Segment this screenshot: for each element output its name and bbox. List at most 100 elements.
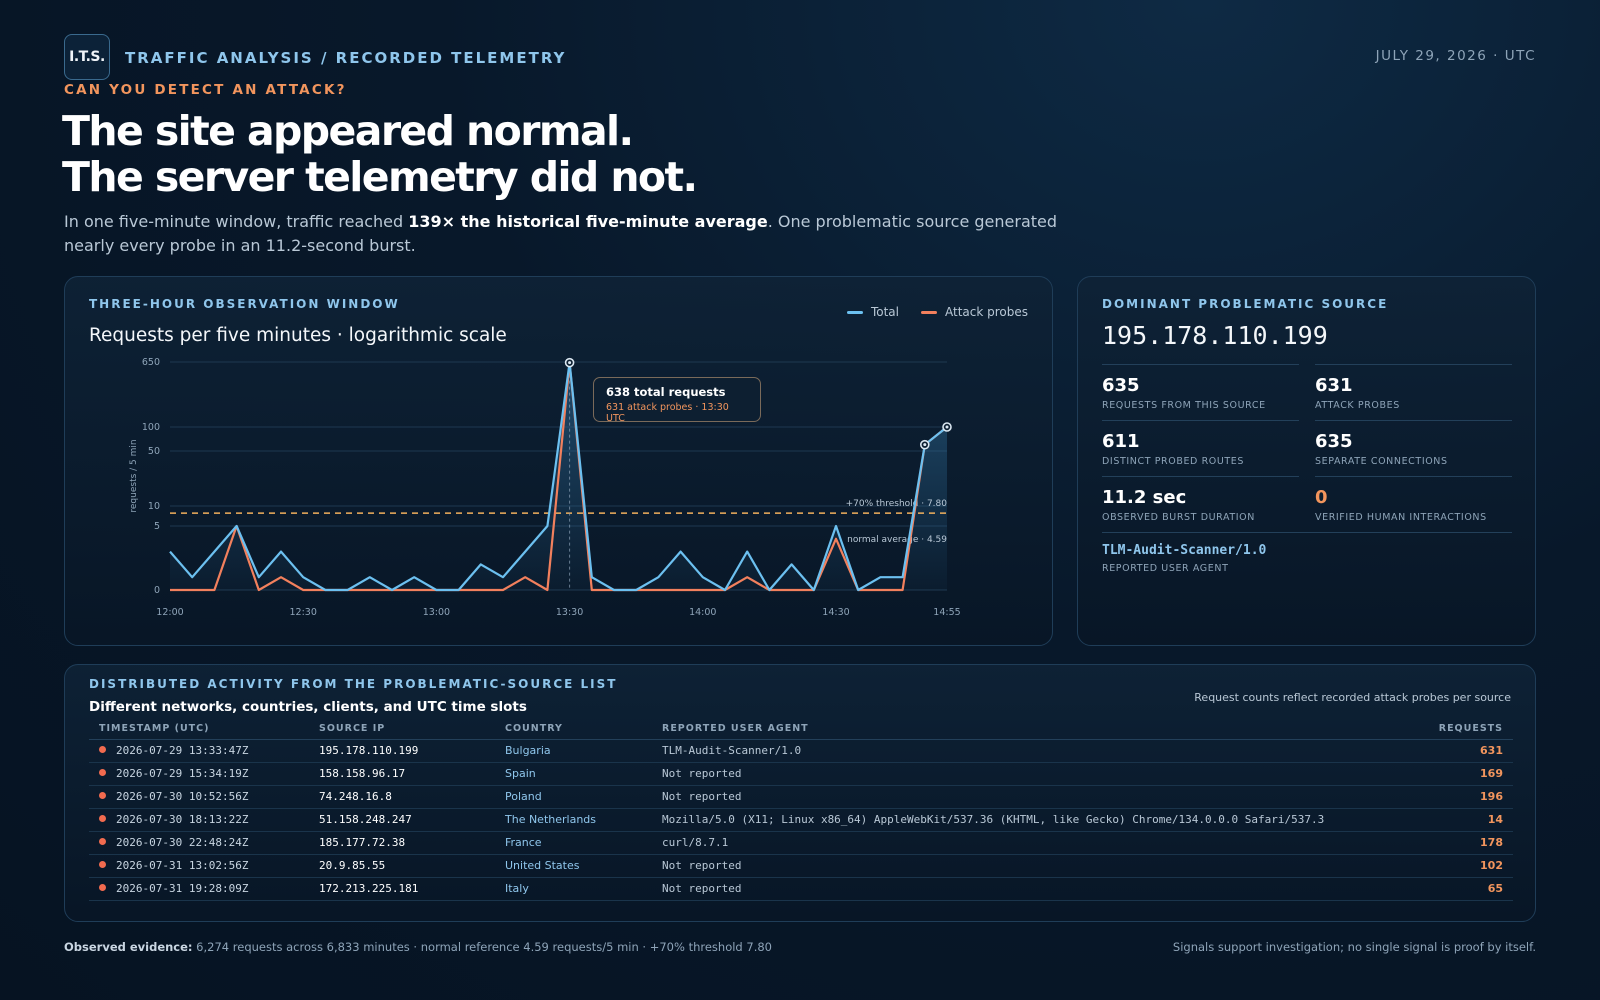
- legend-attack: Attack probes: [920, 305, 1028, 319]
- timestamp-text: 2026-07-29 15:34:19Z: [116, 767, 249, 780]
- cell-country: Bulgaria: [495, 739, 652, 763]
- cell-user-agent: Not reported: [652, 785, 1429, 809]
- cell-requests: 178: [1428, 831, 1513, 855]
- stat-label: OBSERVED BURST DURATION: [1102, 512, 1255, 523]
- cell-source-ip: 185.177.72.38: [309, 831, 495, 855]
- cell-user-agent: Not reported: [652, 877, 1429, 901]
- y-tick-label: 10: [148, 501, 160, 512]
- x-tick-label: 14:00: [689, 607, 716, 618]
- cell-requests: 102: [1428, 854, 1513, 878]
- cell-user-agent: Mozilla/5.0 (X11; Linux x86_64) AppleWeb…: [652, 808, 1429, 832]
- stat-label: SEPARATE CONNECTIONS: [1315, 456, 1448, 467]
- stat-human-interactions: 0 VERIFIED HUMAN INTERACTIONS: [1315, 476, 1512, 532]
- x-tick-label: 13:30: [556, 607, 583, 618]
- table-row: 2026-07-31 19:28:09Z 172.213.225.181 Italy…: [89, 877, 1513, 901]
- stat-routes: 611 DISTINCT PROBED ROUTES: [1102, 420, 1299, 476]
- cell-requests: 169: [1428, 762, 1513, 786]
- timestamp-text: 2026-07-30 22:48:24Z: [116, 836, 249, 849]
- table-row: 2026-07-29 13:33:47Z 195.178.110.199 Bulga…: [89, 739, 1513, 763]
- activity-title: Different networks, countries, clients, …: [89, 699, 527, 715]
- cell-requests: 196: [1428, 785, 1513, 809]
- source-panel: DOMINANT PROBLEMATIC SOURCE 195.178.110.…: [1077, 276, 1536, 646]
- status-dot: [99, 792, 106, 799]
- cell-source-ip: 74.248.16.8: [309, 785, 495, 809]
- traffic-chart: 0 5 10 50 100 650 requests / 5 min 12:00 12:30 13…: [129, 357, 961, 618]
- chart-panel: THREE-HOUR OBSERVATION WINDOW Requests p…: [64, 276, 1053, 646]
- timestamp-text: 2026-07-31 13:02:56Z: [116, 859, 249, 872]
- stat-value: 635: [1102, 375, 1140, 396]
- average-label: normal average · 4.59: [847, 535, 947, 545]
- chart-title: Requests per five minutes · logarithmic …: [89, 325, 507, 346]
- highlight-point-core: [945, 425, 949, 429]
- stat-label: VERIFIED HUMAN INTERACTIONS: [1315, 512, 1487, 523]
- table-row: 2026-07-30 22:48:24Z 185.177.72.38 France c…: [89, 831, 1513, 855]
- y-tick-label: 5: [154, 521, 160, 532]
- stat-label: ATTACK PROBES: [1315, 400, 1400, 411]
- activity-note: Request counts reflect recorded attack p…: [1194, 691, 1511, 704]
- threshold-label: +70% threshold · 7.80: [846, 499, 948, 509]
- legend-total: Total: [846, 305, 899, 319]
- col-source-ip: SOURCE IP: [309, 719, 495, 740]
- y-tick-label: 100: [142, 422, 160, 433]
- x-tick-label: 12:00: [156, 607, 183, 618]
- stat-value: 0: [1315, 487, 1328, 508]
- timestamp-text: 2026-07-30 10:52:56Z: [116, 790, 249, 803]
- status-dot: [99, 861, 106, 868]
- stat-attack-probes: 631 ATTACK PROBES: [1315, 364, 1512, 420]
- activity-panel-label: DISTRIBUTED ACTIVITY FROM THE PROBLEMATI…: [89, 677, 618, 691]
- stat-label: DISTINCT PROBED ROUTES: [1102, 456, 1245, 467]
- legend-attack-swatch: [920, 310, 937, 314]
- cell-timestamp: 2026-07-31 13:02:56Z: [89, 854, 309, 878]
- headline-line-1: The site appeared normal.: [62, 107, 634, 155]
- activity-table: TIMESTAMP (UTC) SOURCE IP COUNTRY REPORT…: [89, 719, 1513, 901]
- stat-value: 635: [1315, 431, 1353, 452]
- col-timestamp: TIMESTAMP (UTC): [89, 719, 309, 740]
- col-requests: REQUESTS: [1428, 719, 1513, 740]
- timestamp-text: 2026-07-29 13:33:47Z: [116, 744, 249, 757]
- cell-source-ip: 158.158.96.17: [309, 762, 495, 786]
- breadcrumb: TRAFFIC ANALYSIS / RECORDED TELEMETRY: [125, 49, 567, 67]
- cell-user-agent: curl/8.7.1: [652, 831, 1429, 855]
- status-dot: [99, 746, 106, 753]
- summary-after: . One problematic source generated nearl…: [64, 212, 1058, 255]
- cell-country: France: [495, 831, 652, 855]
- y-tick-label: 50: [148, 446, 160, 457]
- footer-evidence-label: Observed evidence:: [64, 940, 193, 954]
- cell-timestamp: 2026-07-31 19:28:09Z: [89, 877, 309, 901]
- cell-source-ip: 172.213.225.181: [309, 877, 495, 901]
- chart-legend: Total Attack probes: [846, 305, 1028, 319]
- summary-before: In one five-minute window, traffic reach…: [64, 212, 409, 231]
- y-axis-label: requests / 5 min: [129, 439, 139, 512]
- chart-tooltip: 638 total requests 631 attack probes · 1…: [593, 377, 761, 424]
- x-tick-label: 12:30: [290, 607, 317, 618]
- source-stats: 635 REQUESTS FROM THIS SOURCE 631 ATTACK…: [1102, 364, 1512, 532]
- col-country: COUNTRY: [495, 719, 652, 740]
- cell-requests: 65: [1428, 877, 1513, 901]
- summary-text: In one five-minute window, traffic reach…: [64, 210, 1084, 258]
- source-panel-label: DOMINANT PROBLEMATIC SOURCE: [1102, 297, 1389, 311]
- stat-label: REQUESTS FROM THIS SOURCE: [1102, 400, 1266, 411]
- stat-value: 611: [1102, 431, 1140, 452]
- legend-total-swatch: [846, 310, 863, 314]
- status-dot: [99, 769, 106, 776]
- stat-value: 11.2 sec: [1102, 487, 1187, 508]
- headline-line-2: The server telemetry did not.: [62, 153, 698, 201]
- cell-timestamp: 2026-07-30 10:52:56Z: [89, 785, 309, 809]
- table-row: 2026-07-30 10:52:56Z 74.248.16.8 Poland Not…: [89, 785, 1513, 809]
- stat-value: 631: [1315, 375, 1353, 396]
- legend-attack-label: Attack probes: [944, 305, 1028, 319]
- cell-timestamp: 2026-07-29 13:33:47Z: [89, 739, 309, 763]
- status-dot: [99, 838, 106, 845]
- y-tick-label: 0: [154, 585, 160, 596]
- user-agent-value: TLM-Audit-Scanner/1.0: [1102, 543, 1267, 558]
- cell-user-agent: TLM-Audit-Scanner/1.0: [652, 739, 1429, 763]
- stat-requests: 635 REQUESTS FROM THIS SOURCE: [1102, 364, 1299, 420]
- cell-requests: 631: [1428, 739, 1513, 763]
- chart-panel-label: THREE-HOUR OBSERVATION WINDOW: [89, 297, 400, 311]
- y-tick-label: 650: [142, 357, 160, 368]
- stat-connections: 635 SEPARATE CONNECTIONS: [1315, 420, 1512, 476]
- cell-country: Spain: [495, 762, 652, 786]
- table-header-row: TIMESTAMP (UTC) SOURCE IP COUNTRY REPORT…: [89, 719, 1513, 740]
- status-dot: [99, 815, 106, 822]
- cell-timestamp: 2026-07-29 15:34:19Z: [89, 762, 309, 786]
